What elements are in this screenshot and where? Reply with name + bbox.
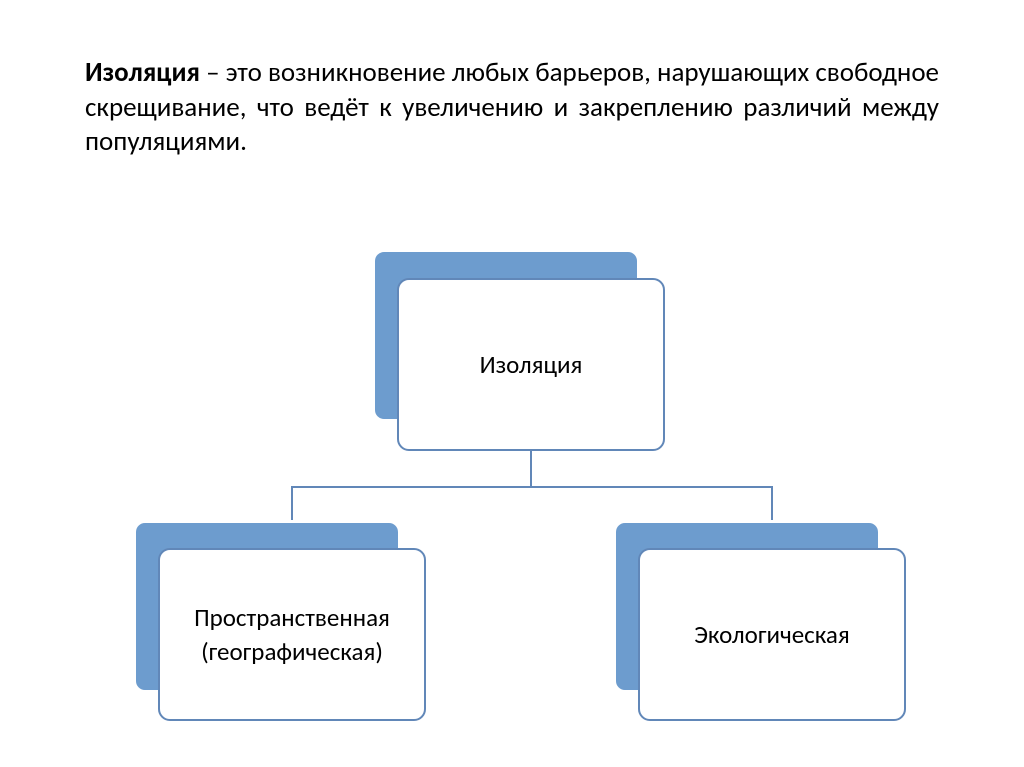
node-left-front: Пространственная (географическая)	[158, 548, 426, 721]
node-left-label-line1: Пространственная	[194, 601, 390, 635]
node-left-label-line2: (географическая)	[201, 635, 383, 669]
hierarchy-diagram: Изоляция Пространственная (географическа…	[0, 0, 1024, 767]
node-root-front: Изоляция	[397, 278, 665, 451]
node-right-label: Экологическая	[694, 618, 850, 652]
node-right-front: Экологическая	[638, 548, 906, 721]
node-root-label: Изоляция	[480, 348, 583, 382]
